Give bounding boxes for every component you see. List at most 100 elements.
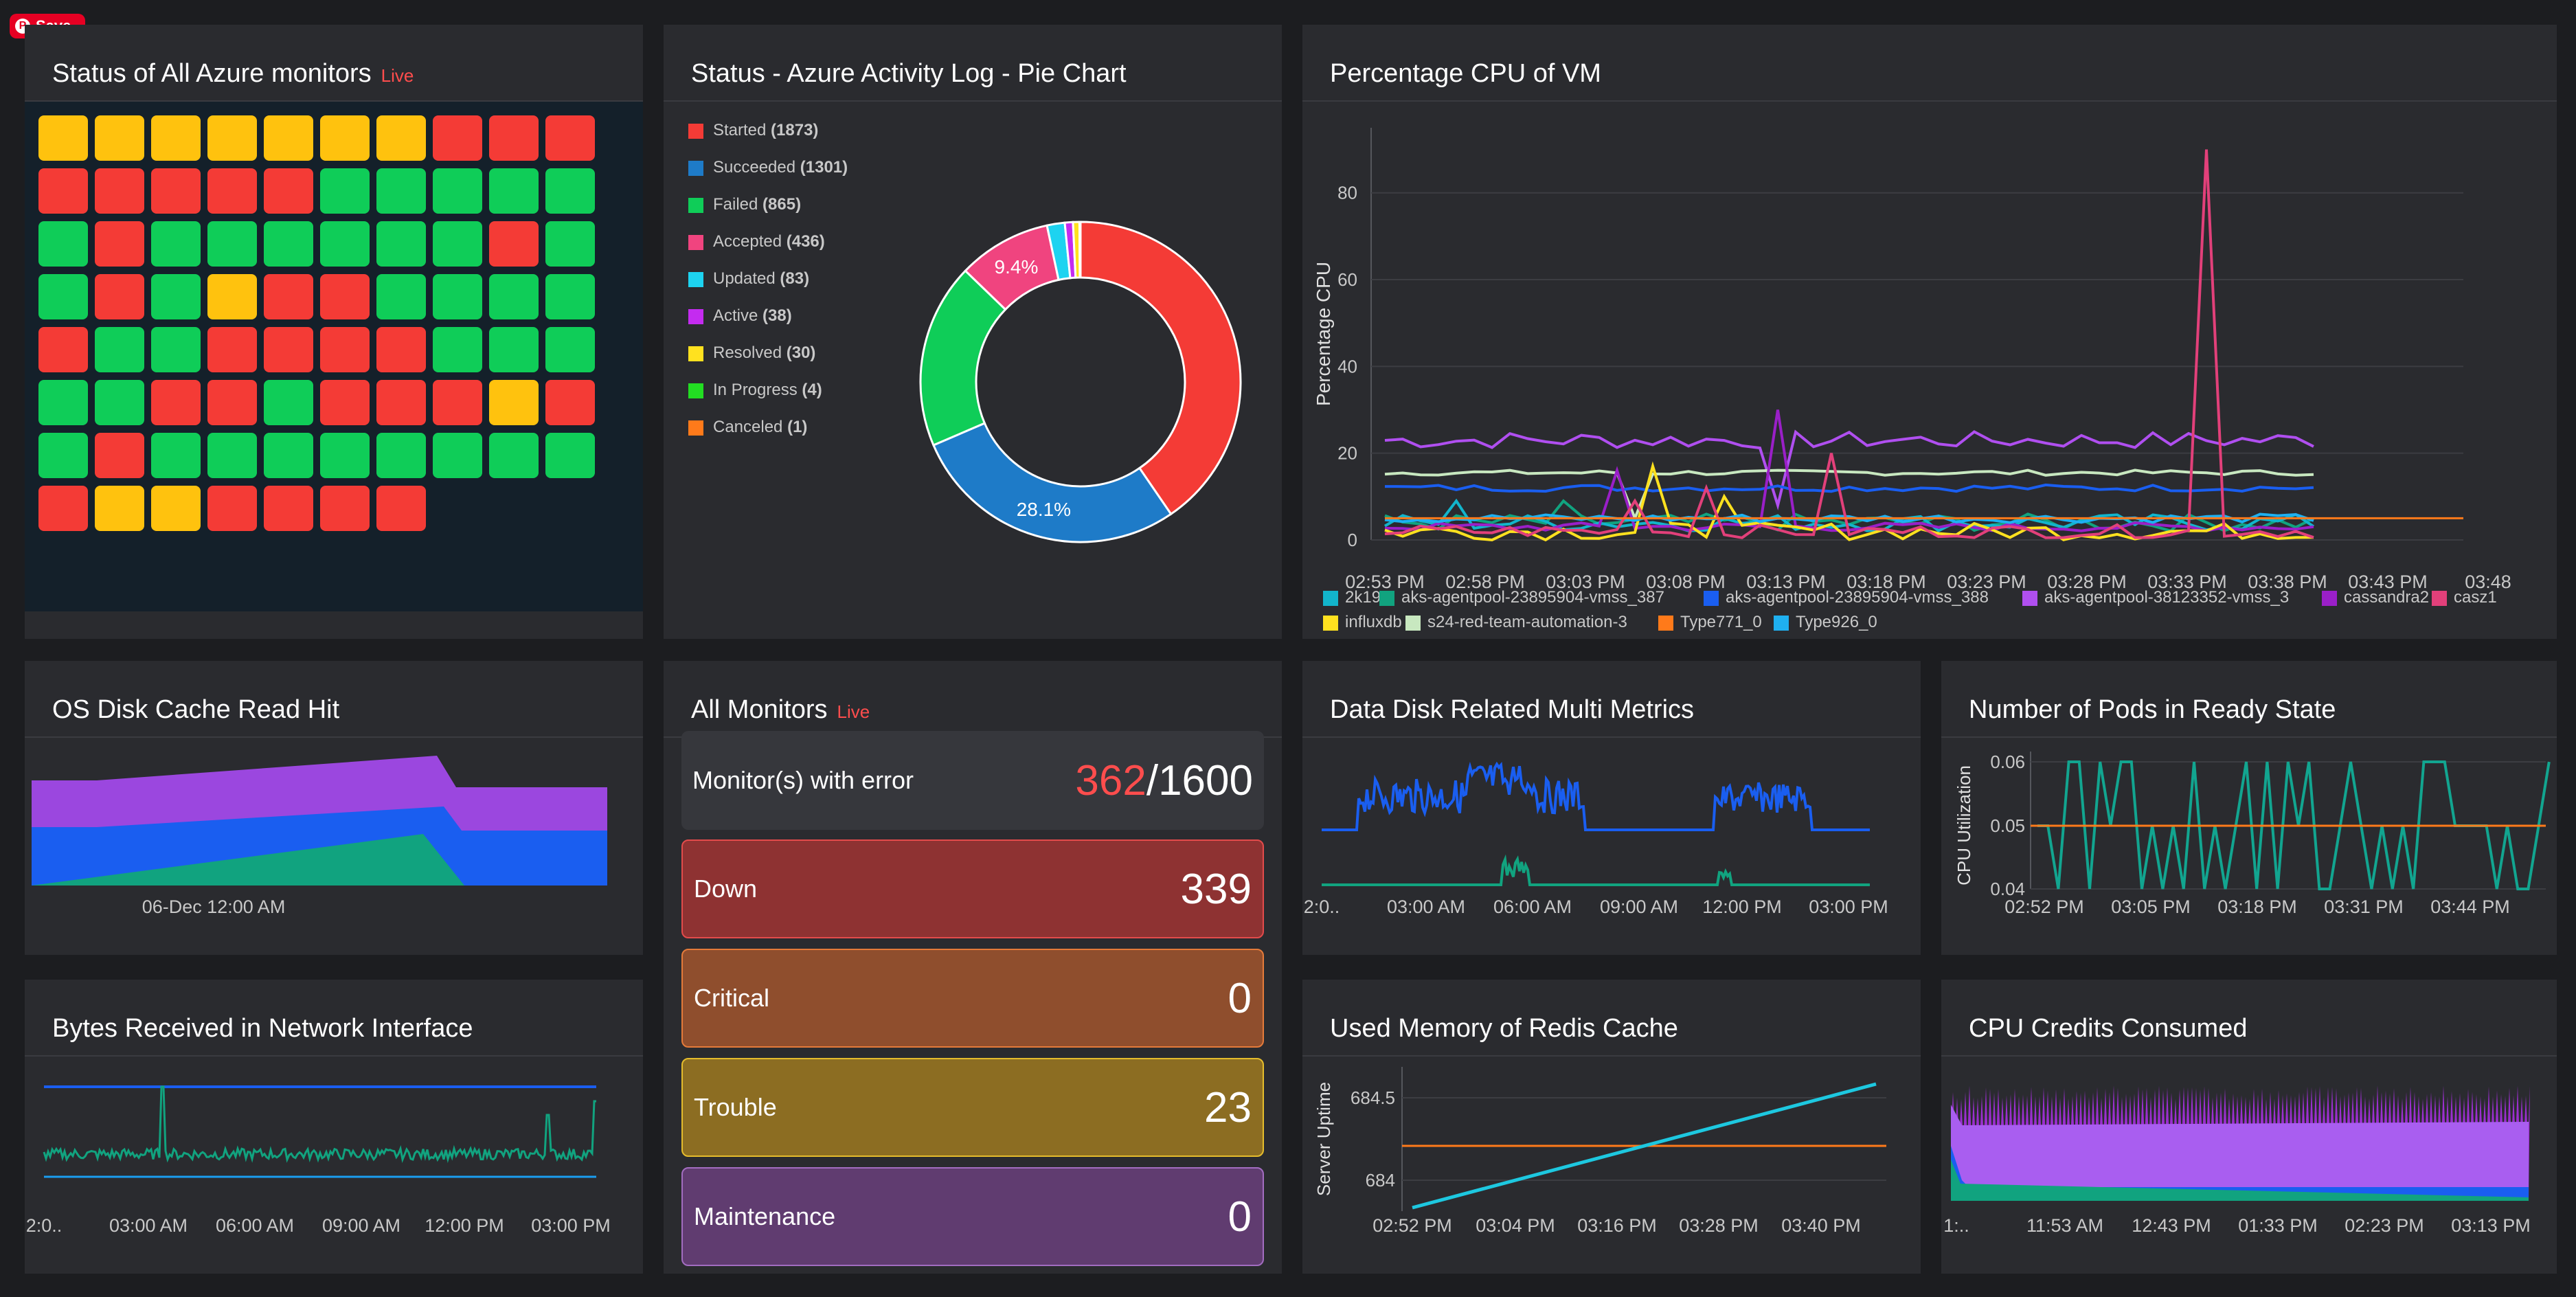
monitor-status-tile[interactable] [376,274,426,319]
monitor-status-tile[interactable] [38,221,88,267]
monitor-status-tile[interactable] [376,168,426,214]
monitor-status-tile[interactable] [433,168,482,214]
monitor-status-tile[interactable] [95,168,144,214]
monitor-status-tile[interactable] [264,115,313,161]
monitor-status-tile[interactable] [151,486,201,531]
monitor-status-tile[interactable] [433,380,482,425]
pie-legend-item[interactable]: Accepted (436) [688,232,825,251]
monitor-status-tile[interactable] [320,168,370,214]
monitor-status-tile[interactable] [545,433,595,478]
monitor-status-tile[interactable] [545,327,595,372]
monitor-status-tile[interactable] [376,115,426,161]
monitor-status-tile[interactable] [376,380,426,425]
monitor-status-tile[interactable] [151,168,201,214]
monitor-status-tile[interactable] [151,433,201,478]
cpu-legend-item[interactable]: casz1 [2432,588,2497,607]
monitor-status-tile[interactable] [151,115,201,161]
monitor-status-tile[interactable] [151,274,201,319]
cpu-legend-item[interactable]: 2k19 [1323,588,1381,607]
monitor-status-tile[interactable] [433,274,482,319]
monitor-status-tile[interactable] [320,115,370,161]
monitor-status-tile[interactable] [320,221,370,267]
monitor-status-tile[interactable] [320,327,370,372]
cpu-legend-item[interactable]: s24-red-team-automation-3 [1405,613,1627,632]
monitor-status-tile[interactable] [264,486,313,531]
pie-slice[interactable] [931,422,1173,543]
monitor-status-tile[interactable] [207,115,257,161]
monitor-status-tile[interactable] [376,486,426,531]
monitor-status-tile[interactable] [95,221,144,267]
monitor-status-tile[interactable] [264,380,313,425]
pie-legend-item[interactable]: Active (38) [688,306,792,326]
monitor-status-tile[interactable] [376,221,426,267]
monitor-status-tile[interactable] [151,380,201,425]
pie-legend-item[interactable]: Started (1873) [688,121,818,140]
pie-legend-item[interactable]: Succeeded (1301) [688,158,848,177]
monitor-status-tile[interactable] [320,274,370,319]
cpu-legend-item[interactable]: aks-agentpool-23895904-vmss_388 [1704,588,1989,607]
cpu-series-line[interactable] [1384,461,2314,542]
monitor-status-tile[interactable] [264,168,313,214]
cpu-series-line[interactable] [1384,429,2314,510]
monitor-status-tile[interactable] [95,327,144,372]
monitor-status-tile[interactable] [207,274,257,319]
monitor-status-tile[interactable] [545,380,595,425]
pie-legend-item[interactable]: Updated (83) [688,269,809,289]
monitor-status-tile[interactable] [320,433,370,478]
cpu-legend-item[interactable]: influxdb [1323,613,1402,632]
disk-series-line[interactable] [1322,761,1870,831]
monitor-status-tile[interactable] [207,380,257,425]
monitor-status-tile[interactable] [207,433,257,478]
monitor-status-tile[interactable] [433,433,482,478]
redis-series-line[interactable] [1412,1082,1877,1210]
monitor-status-tile[interactable] [433,327,482,372]
monitor-row-maintenance[interactable]: Maintenance 0 [681,1167,1264,1266]
monitors-with-error-row[interactable]: Monitor(s) with error 362/1600 [681,731,1264,830]
monitor-status-tile[interactable] [38,115,88,161]
monitor-status-tile[interactable] [489,380,539,425]
monitor-status-tile[interactable] [38,327,88,372]
cpu-series-line[interactable] [1384,512,2314,524]
monitor-status-tile[interactable] [207,168,257,214]
monitor-status-tile[interactable] [489,274,539,319]
monitor-status-tile[interactable] [38,274,88,319]
pie-legend-item[interactable]: Resolved (30) [688,343,815,363]
monitor-status-tile[interactable] [95,380,144,425]
cpu-legend-item[interactable]: Type926_0 [1774,613,1877,632]
monitor-status-tile[interactable] [38,168,88,214]
cpu-legend-item[interactable]: cassandra2 [2322,588,2429,607]
monitor-status-tile[interactable] [376,327,426,372]
pie-legend-item[interactable]: In Progress (4) [688,381,822,400]
pie-slice[interactable] [1079,221,1242,516]
monitor-status-tile[interactable] [264,274,313,319]
monitor-status-tile[interactable] [433,115,482,161]
cpu-series-line[interactable] [1384,483,2314,493]
monitor-status-tile[interactable] [264,221,313,267]
monitor-status-tile[interactable] [151,327,201,372]
monitor-status-tile[interactable] [545,168,595,214]
monitor-status-tile[interactable] [95,115,144,161]
monitor-status-tile[interactable] [545,115,595,161]
monitor-status-tile[interactable] [207,221,257,267]
cpu-legend-item[interactable]: aks-agentpool-23895904-vmss_387 [1379,588,1664,607]
monitor-status-tile[interactable] [489,115,539,161]
monitor-status-tile[interactable] [320,486,370,531]
monitor-status-tile[interactable] [489,433,539,478]
monitor-status-tile[interactable] [264,327,313,372]
monitor-row-down[interactable]: Down 339 [681,839,1264,938]
monitor-status-tile[interactable] [545,221,595,267]
monitor-status-tile[interactable] [489,168,539,214]
monitor-status-tile[interactable] [95,433,144,478]
monitor-status-tile[interactable] [545,274,595,319]
monitor-status-tile[interactable] [38,486,88,531]
monitor-status-tile[interactable] [320,380,370,425]
monitor-status-tile[interactable] [207,486,257,531]
cpu-series-line[interactable] [1384,469,2314,522]
pie-legend-item[interactable]: Canceled (1) [688,418,807,437]
monitor-row-trouble[interactable]: Trouble 23 [681,1058,1264,1157]
monitor-status-tile[interactable] [151,221,201,267]
monitor-status-tile[interactable] [489,327,539,372]
cpu-series-line[interactable] [1383,498,2315,532]
disk-series-line[interactable] [1322,854,1870,886]
monitor-status-tile[interactable] [376,433,426,478]
